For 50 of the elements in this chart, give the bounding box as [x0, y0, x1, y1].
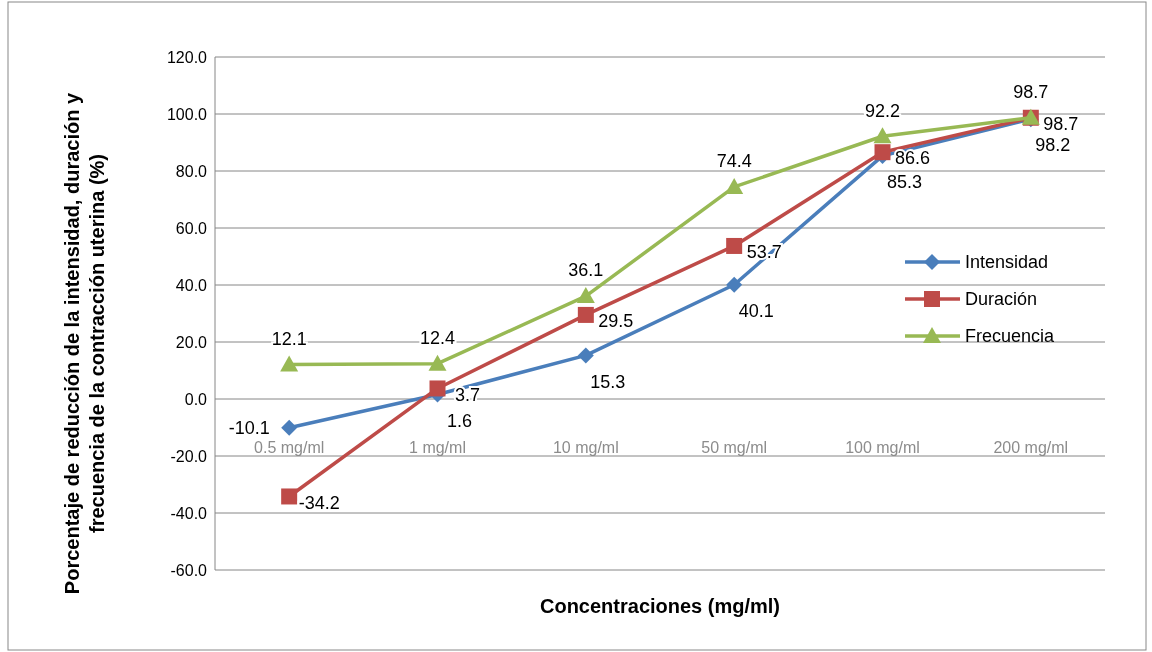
- data-label: 12.1: [271, 328, 307, 349]
- y-axis-title: Porcentaje de reducción de la intensidad, duración y frecuencia de la contracción uterina (%): [60, 91, 109, 597]
- data-label: 98.7: [1043, 114, 1079, 135]
- legend-label: Duración: [965, 289, 1038, 310]
- point: [726, 276, 743, 293]
- data-label: 85.3: [886, 172, 923, 193]
- data-label: 1.6: [446, 410, 473, 431]
- y-tick-label: 120.0: [166, 48, 208, 66]
- data-label: 3.7: [454, 384, 481, 405]
- data-label: 15.3: [590, 371, 626, 392]
- x-tick-label: 1 mg/ml: [409, 439, 466, 456]
- point: [281, 419, 298, 436]
- data-label: 29.5: [598, 311, 634, 332]
- x-tick-label: 0.5 mg/ml: [254, 439, 325, 456]
- y-tick-label: -40.0: [170, 504, 208, 522]
- y-tick-label: 100.0: [166, 105, 208, 123]
- data-label: -10.1: [228, 418, 270, 439]
- data-label: -34.2: [298, 492, 340, 513]
- legend-label: Intensidad: [965, 252, 1049, 273]
- point: [726, 237, 743, 254]
- x-tick-label: 50 mg/ml: [701, 439, 768, 456]
- point: [725, 177, 744, 194]
- data-label: 36.1: [568, 260, 604, 281]
- point: [280, 355, 299, 372]
- y-tick-label: 20.0: [175, 333, 208, 351]
- point: [429, 380, 446, 397]
- point: [576, 287, 595, 304]
- x-axis-title: Concentraciones (mg/ml): [539, 595, 781, 617]
- y-tick-label: 0.0: [184, 390, 208, 408]
- y-tick-label: 40.0: [175, 276, 208, 294]
- x-tick-label: 10 mg/ml: [552, 439, 619, 456]
- y-tick-label: 80.0: [175, 162, 208, 180]
- data-label: 40.1: [738, 301, 774, 322]
- point: [281, 488, 298, 505]
- point: [577, 306, 594, 323]
- legend-label: Frecuencia: [965, 326, 1056, 347]
- point: [428, 354, 447, 371]
- point: [577, 347, 594, 364]
- x-tick-label: 200 mg/ml: [993, 439, 1069, 456]
- x-tick-label: 100 mg/ml: [845, 439, 920, 456]
- y-tick-label: -60.0: [170, 561, 208, 579]
- data-label: 12.4: [419, 327, 456, 348]
- data-label: 98.2: [1035, 135, 1071, 156]
- data-label: 92.2: [864, 100, 901, 121]
- data-label: 86.6: [894, 148, 931, 169]
- point: [873, 127, 892, 144]
- data-label: 98.7: [1013, 82, 1049, 103]
- y-tick-label: -20.0: [170, 447, 208, 465]
- y-tick-label: 60.0: [175, 219, 208, 237]
- data-label: 74.4: [716, 151, 752, 172]
